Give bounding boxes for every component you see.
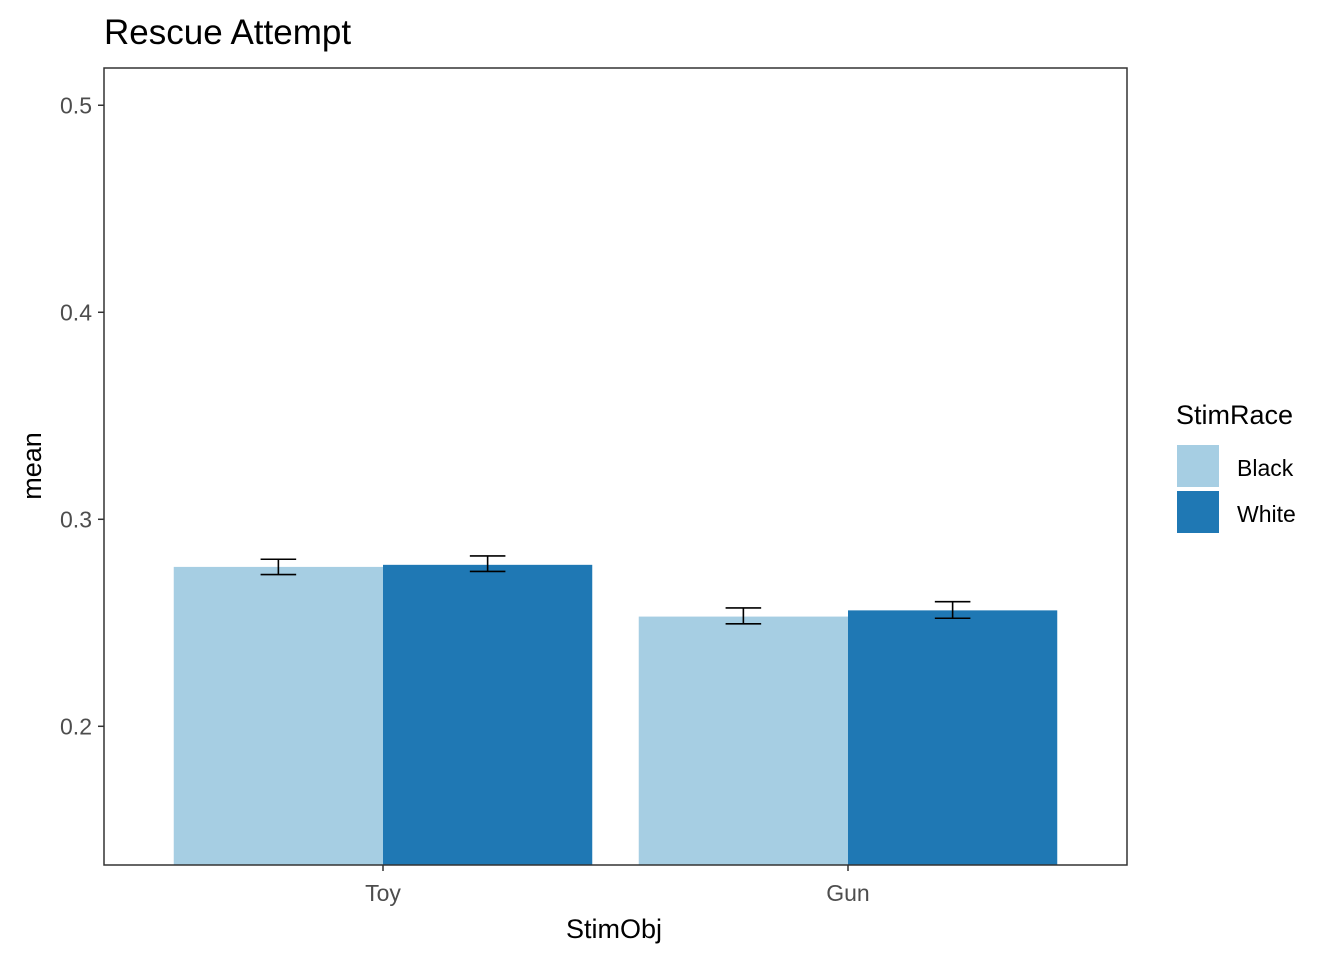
bar-gun-white [848, 610, 1058, 865]
y-tick-label: 0.3 [60, 506, 92, 532]
plot-panel-border [103, 67, 1128, 866]
errorbar-toy-white [469, 555, 506, 573]
x-tick-label-gun: Gun [826, 880, 869, 906]
legend-title: StimRace [1176, 400, 1293, 430]
errorbar-gun-white [934, 600, 971, 620]
x-axis: Toy Gun [365, 865, 870, 906]
errorbar-gun-black [725, 607, 762, 625]
y-axis-title: mean [17, 432, 47, 500]
bar-toy-white [383, 564, 593, 865]
chart-title: Rescue Attempt [104, 13, 351, 52]
bar-gun-black [638, 616, 848, 865]
y-tick-label: 0.5 [60, 92, 92, 118]
y-axis: 0.2 0.3 0.4 0.5 [60, 92, 104, 739]
x-tick-label-toy: Toy [365, 880, 401, 906]
y-tick-label: 0.4 [60, 299, 92, 325]
bars-layer [173, 564, 1058, 865]
y-tick-label: 0.2 [60, 713, 92, 739]
errorbar-toy-black [260, 558, 297, 576]
legend-label-black: Black [1237, 455, 1294, 481]
legend-key-white [1177, 491, 1219, 533]
legend-label-white: White [1237, 501, 1296, 527]
legend: Black White [1177, 445, 1296, 533]
errorbars-layer [260, 555, 971, 625]
legend-key-black [1177, 445, 1219, 487]
bar-toy-black [173, 566, 383, 865]
x-axis-title: StimObj [566, 914, 662, 944]
